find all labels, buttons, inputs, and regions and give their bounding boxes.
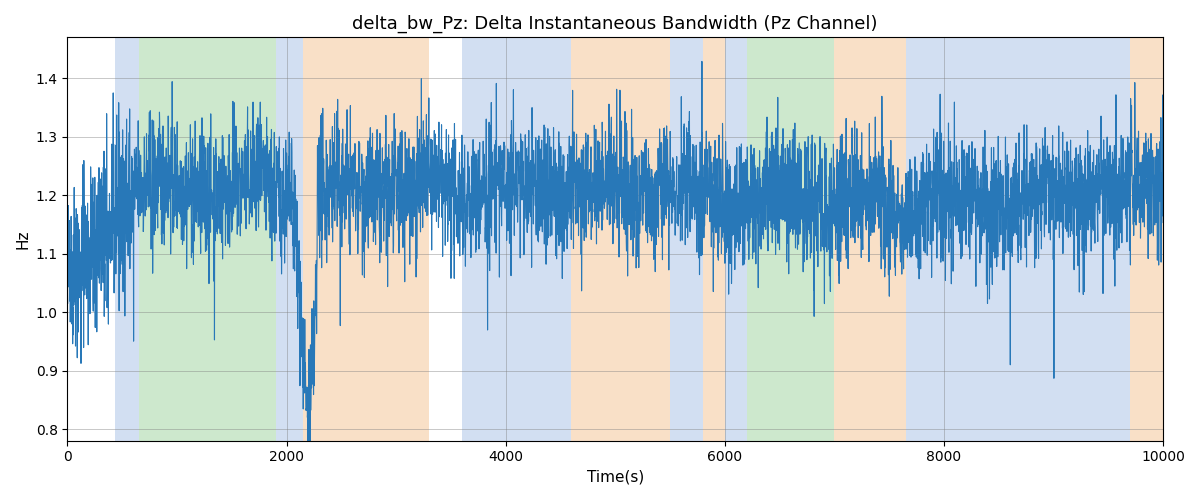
X-axis label: Time(s): Time(s)	[587, 470, 644, 485]
Bar	[834, 38, 868, 440]
Bar	[139, 38, 276, 440]
Bar	[276, 38, 302, 440]
Bar	[703, 38, 725, 440]
Bar	[670, 38, 703, 440]
Title: delta_bw_Pz: Delta Instantaneous Bandwidth (Pz Channel): delta_bw_Pz: Delta Instantaneous Bandwid…	[353, 15, 878, 34]
Bar	[1021, 38, 1130, 440]
Bar	[725, 38, 746, 440]
Bar	[1130, 38, 1163, 440]
Y-axis label: Hz: Hz	[16, 230, 30, 249]
Bar	[571, 38, 670, 440]
Bar	[462, 38, 571, 440]
Bar	[906, 38, 922, 440]
Bar	[114, 38, 139, 440]
Bar	[922, 38, 1021, 440]
Bar	[746, 38, 834, 440]
Bar	[868, 38, 906, 440]
Bar	[302, 38, 428, 440]
